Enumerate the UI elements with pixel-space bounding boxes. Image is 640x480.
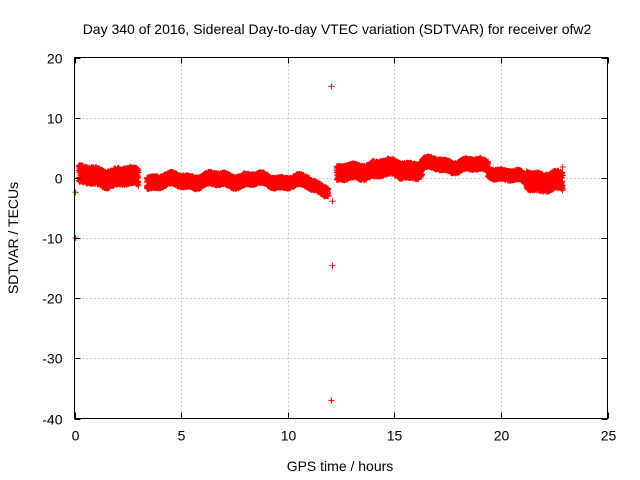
grid-lines — [74, 57, 608, 419]
data-points — [72, 83, 566, 404]
chart-title: Day 340 of 2016, Sidereal Day-to-day VTE… — [83, 21, 592, 37]
